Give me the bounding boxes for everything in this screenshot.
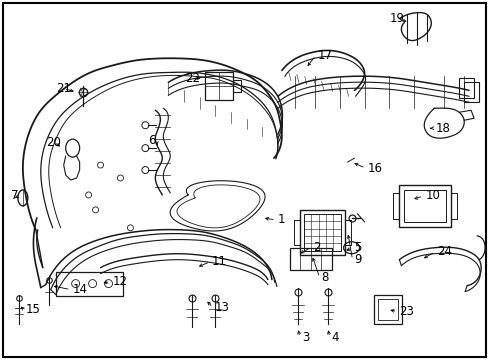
Bar [303, 214, 340, 251]
Text: 11: 11 [212, 255, 226, 268]
Text: 24: 24 [436, 245, 451, 258]
Text: 6: 6 [148, 134, 156, 147]
Bar [378, 298, 398, 320]
Text: 8: 8 [321, 271, 328, 284]
Text: 16: 16 [367, 162, 382, 175]
Text: 10: 10 [425, 189, 439, 202]
Text: 17: 17 [317, 49, 332, 62]
Bar [289, 248, 331, 270]
Text: 13: 13 [215, 301, 229, 314]
Bar [463, 82, 478, 102]
Text: 9: 9 [354, 253, 361, 266]
Text: 2: 2 [312, 241, 320, 254]
Text: 15: 15 [26, 303, 41, 316]
Text: 20: 20 [46, 136, 61, 149]
Bar [205, 72, 233, 100]
Text: 18: 18 [434, 122, 449, 135]
Bar [404, 190, 446, 222]
Text: 14: 14 [73, 283, 87, 296]
Bar [374, 294, 402, 324]
Text: 1: 1 [277, 213, 285, 226]
Text: 4: 4 [331, 331, 339, 344]
Bar [399, 185, 450, 227]
Text: 19: 19 [388, 12, 404, 25]
Text: 23: 23 [399, 305, 413, 318]
Text: 3: 3 [301, 331, 308, 344]
Text: 5: 5 [354, 241, 361, 254]
Text: 22: 22 [185, 72, 200, 85]
Bar [458, 78, 473, 98]
Text: 12: 12 [112, 275, 127, 288]
Bar [56, 272, 123, 296]
Bar [299, 210, 344, 255]
Text: 7: 7 [11, 189, 19, 202]
Text: 21: 21 [56, 82, 71, 95]
